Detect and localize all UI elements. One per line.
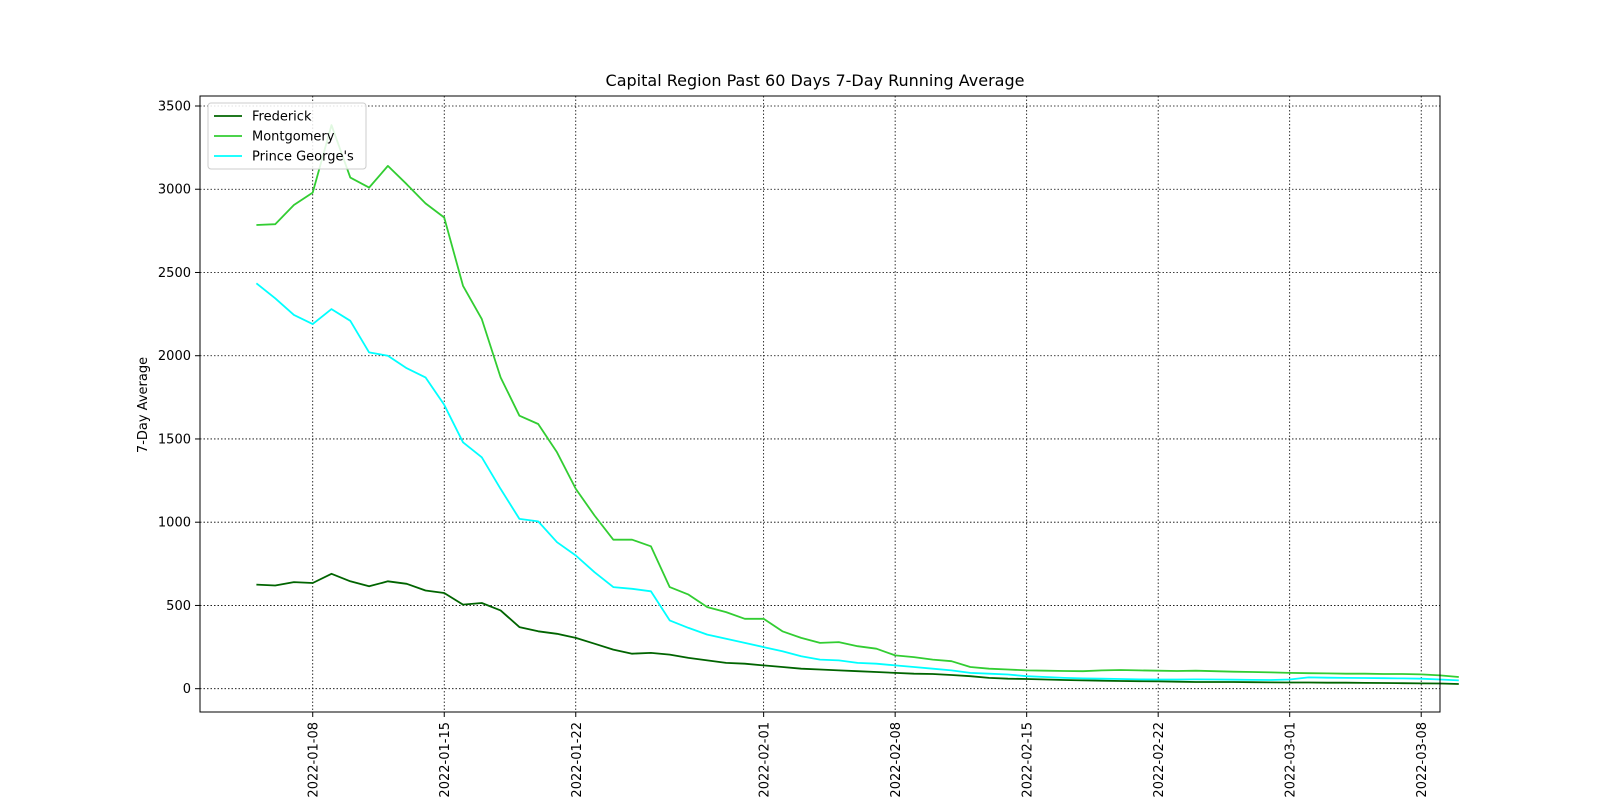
grid-lines (200, 96, 1440, 712)
legend-label: Frederick (252, 110, 312, 125)
y-tick-label: 3500 (158, 99, 191, 114)
x-tick-label: 2022-01-15 (438, 722, 453, 798)
y-tick-label: 0 (183, 682, 191, 697)
series-lines (255, 124, 1459, 685)
legend-label: Prince George's (252, 150, 354, 165)
y-axis-ticks: 0 500 1000 1500 2000 2500 3000 3500 (158, 99, 200, 697)
x-tick-label: 2022-02-22 (1152, 722, 1167, 798)
x-tick-label: 2022-01-22 (570, 722, 585, 798)
y-tick-label: 500 (166, 599, 191, 614)
y-tick-label: 2500 (158, 266, 191, 281)
x-tick-label: 2022-02-15 (1021, 722, 1036, 798)
legend-label: Montgomery (252, 130, 335, 145)
legend: Frederick Montgomery Prince George's (207, 102, 367, 170)
y-axis-label: 7-Day Average (136, 357, 151, 453)
x-tick-label: 2022-03-01 (1284, 722, 1299, 798)
y-tick-label: 1000 (158, 516, 191, 531)
x-tick-label: 2022-02-08 (889, 722, 904, 798)
series-line-montgomery (256, 124, 1459, 678)
legend-box (207, 102, 367, 170)
series-line-frederick (256, 572, 1459, 685)
y-tick-label: 1500 (158, 432, 191, 447)
y-tick-label: 2000 (158, 349, 191, 364)
chart-title: Capital Region Past 60 Days 7-Day Runnin… (606, 71, 1025, 90)
x-tick-label: 2022-03-08 (1415, 722, 1430, 798)
x-tick-label: 2022-01-08 (307, 722, 322, 798)
series-line-prince-george-s (255, 282, 1459, 682)
x-axis-ticks: 2022-01-08 2022-01-15 2022-01-22 2022-02-01… (307, 712, 1430, 798)
x-tick-label: 2022-02-01 (758, 722, 773, 798)
plot-area-frame (199, 95, 1441, 713)
y-tick-label: 3000 (158, 183, 191, 198)
